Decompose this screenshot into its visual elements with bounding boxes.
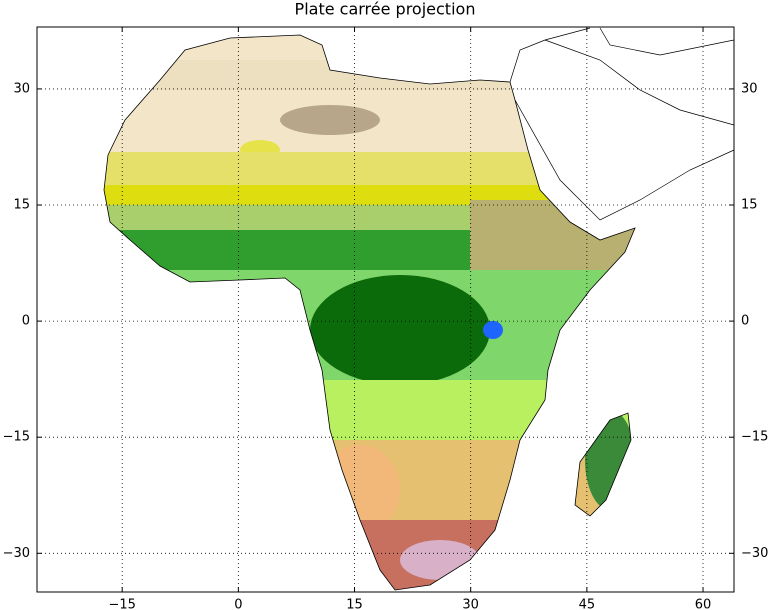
coastline — [103, 34, 636, 591]
map-title: Plate carrée projection — [295, 0, 476, 19]
land-cover — [104, 35, 635, 590]
axes: −15 0 15 30 45 60 −30 −30 −15 −15 0 0 15 15 30 30 — [3, 27, 768, 610]
y-tick-label: 0 — [741, 314, 749, 329]
y-tick-label: 30 — [13, 81, 30, 96]
x-tick-label: −15 — [108, 598, 135, 610]
x-tick-label: 15 — [346, 598, 363, 610]
y-tick-label: 15 — [741, 198, 758, 213]
x-tick-label: 45 — [579, 598, 596, 610]
y-tick-label: −15 — [3, 430, 30, 445]
y-tick-label: −30 — [3, 546, 30, 561]
y-tick-label: −15 — [741, 430, 768, 445]
y-tick-label: 30 — [741, 81, 758, 96]
y-tick-label: −30 — [741, 546, 768, 561]
x-tick-label: 30 — [462, 598, 479, 610]
y-tick-label: 0 — [22, 314, 30, 329]
axes-frame — [36, 26, 735, 593]
neighbor-borders — [509, 27, 735, 221]
x-tick-label: 0 — [234, 598, 242, 610]
x-tick-label: 60 — [695, 598, 712, 610]
y-tick-label: 15 — [13, 198, 30, 213]
